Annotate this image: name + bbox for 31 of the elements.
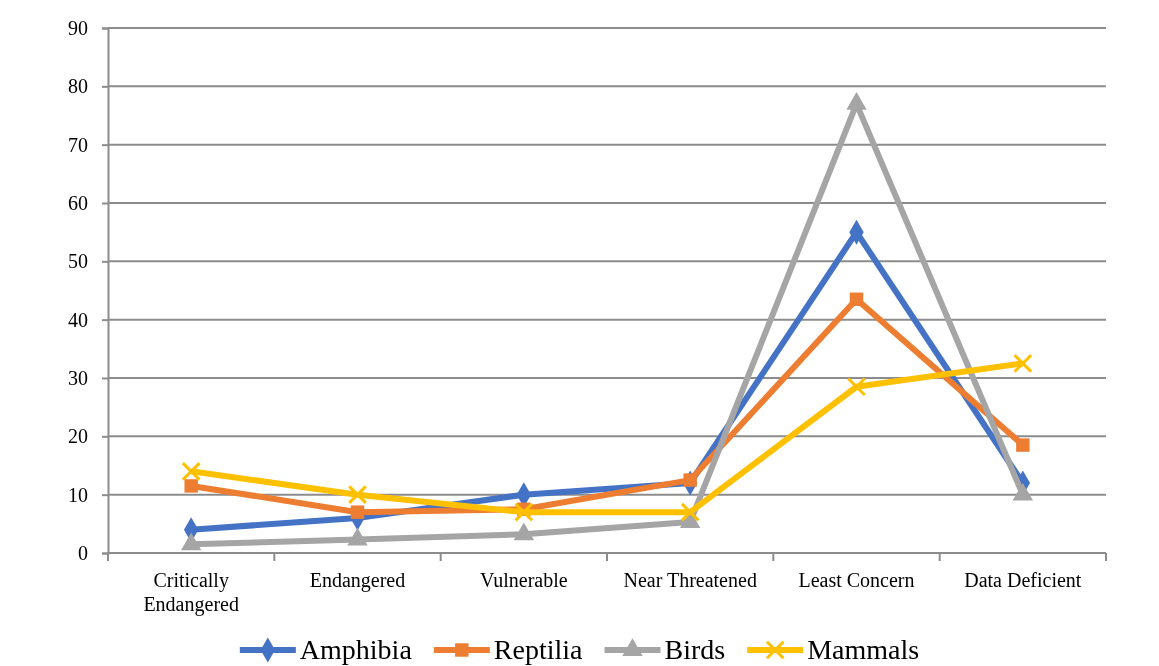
point [514,502,534,522]
y-tick-label: 40 [68,308,88,331]
y-tick-label: 50 [68,250,88,273]
legend-label: Reptilia [493,634,584,665]
x-tick-label: Least Concern [798,569,915,591]
x-tick-label: Endangered [309,569,406,592]
x-tick-label: Data Deficient [964,569,1082,591]
point [846,376,867,397]
point [680,502,700,522]
x-tick-label: Near Threatened [623,569,757,591]
y-tick-label: 10 [68,483,88,506]
point [347,484,368,505]
point [350,505,365,519]
y-tick-label: 70 [68,133,88,156]
y-tick-label: 20 [68,425,88,448]
legend-label: Amphibia [299,634,413,665]
y-tick-label: 60 [68,191,88,214]
y-tick-label: 30 [68,366,88,389]
point [181,461,201,482]
point [849,292,864,306]
legend-label: Birds [664,634,726,665]
y-tick-label: 90 [68,16,88,39]
point [1016,438,1030,452]
legend-label: Mammals [807,634,920,665]
y-tick-label: 80 [68,75,88,98]
point [184,479,198,493]
point [1013,353,1033,374]
point [683,473,697,487]
x-tick-label: Critically Endangered [143,569,239,616]
y-tick-label: 0 [78,541,88,564]
x-tick-label: Vulnerable [480,569,568,591]
